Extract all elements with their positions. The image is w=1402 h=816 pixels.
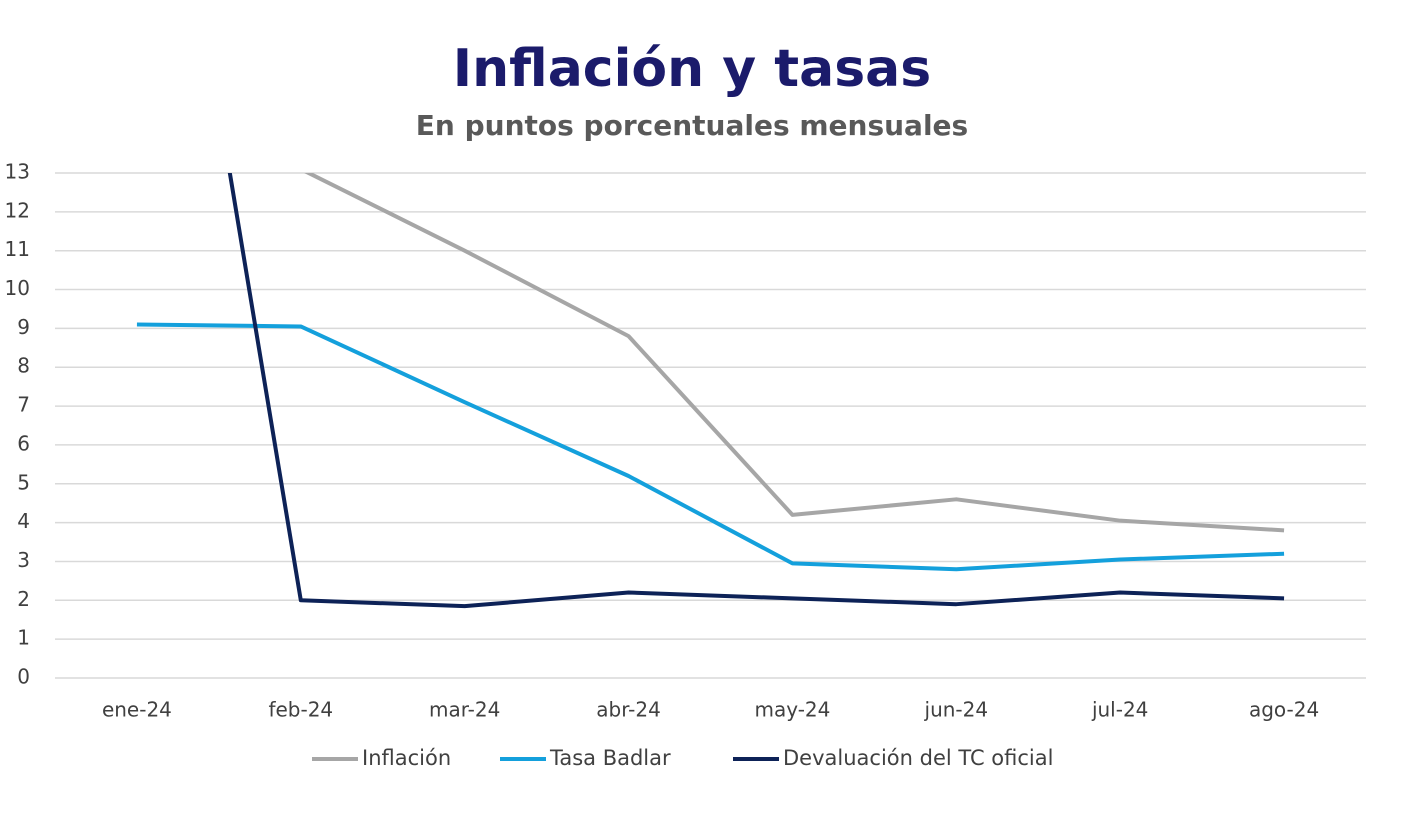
x-tick-label: ene-24 xyxy=(102,698,172,722)
y-tick-label: 3 xyxy=(17,548,30,572)
y-tick-label: 12 xyxy=(5,198,30,222)
series-line xyxy=(304,173,1285,533)
x-tick-label: ago-24 xyxy=(1249,698,1319,722)
y-tick-label: 6 xyxy=(17,431,30,455)
x-tick-label: feb-24 xyxy=(268,698,333,722)
legend-label: Tasa Badlar xyxy=(549,746,671,770)
series-line xyxy=(227,173,1285,609)
legend-label: Inflación xyxy=(362,746,451,770)
y-tick-label: 5 xyxy=(17,470,30,494)
y-tick-label: 4 xyxy=(17,509,30,533)
plot-area xyxy=(136,173,1285,609)
y-tick-label: 13 xyxy=(5,160,30,184)
x-tick-label: jul-24 xyxy=(1091,698,1148,722)
y-tick-label: 9 xyxy=(17,315,30,339)
chart-subtitle: En puntos porcentuales mensuales xyxy=(416,109,968,142)
series-line xyxy=(136,322,1285,572)
x-tick-label: jun-24 xyxy=(924,698,989,722)
y-tick-label: 11 xyxy=(5,237,30,261)
y-tick-label: 8 xyxy=(17,354,30,378)
y-tick-label: 0 xyxy=(17,665,30,689)
x-tick-label: mar-24 xyxy=(429,698,500,722)
chart-title: Inflación y tasas xyxy=(453,39,931,99)
y-tick-label: 10 xyxy=(5,276,30,300)
y-tick-label: 7 xyxy=(17,393,30,417)
y-tick-label: 1 xyxy=(17,626,30,650)
legend-label: Devaluación del TC oficial xyxy=(783,746,1053,770)
x-tick-label: may-24 xyxy=(754,698,830,722)
y-tick-label: 2 xyxy=(17,587,30,611)
x-tick-label: abr-24 xyxy=(596,698,661,722)
